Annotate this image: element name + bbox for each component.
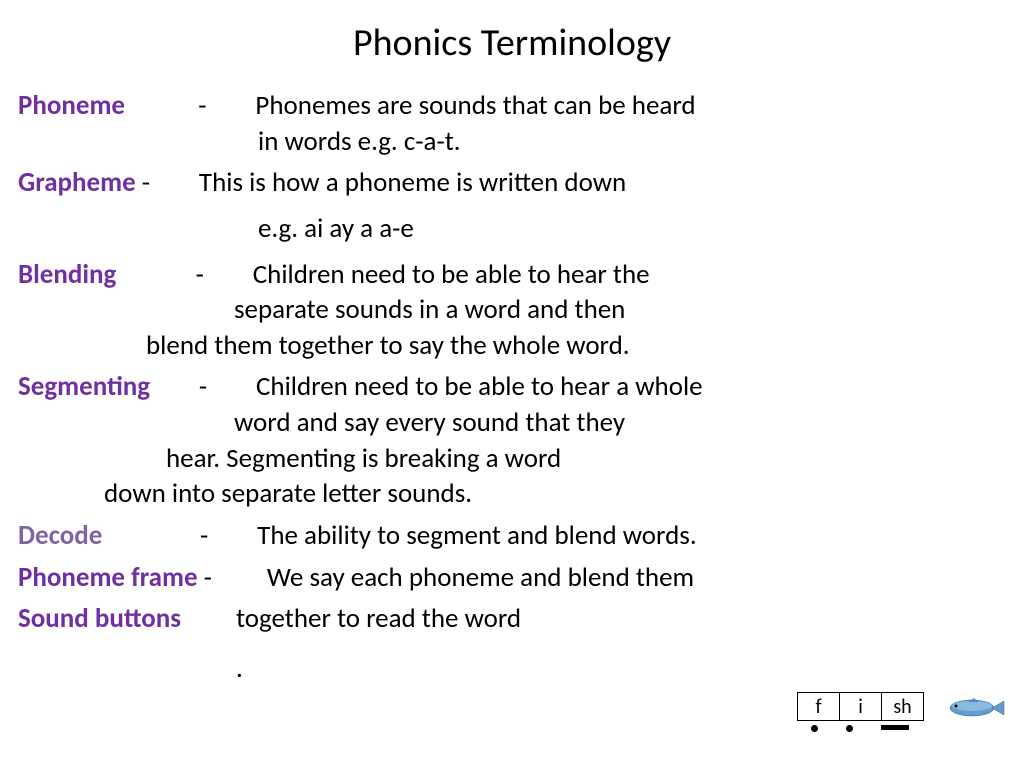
def-text: Children need to be able to hear a whole: [256, 370, 703, 403]
entry-blending: Blending - Children need to be able to h…: [18, 257, 1006, 364]
term-phoneme-frame: Phoneme frame: [18, 561, 198, 594]
def-text: Children need to be able to hear the: [253, 258, 650, 291]
entry-phoneme: Phoneme - Phonemes are sounds that can b…: [18, 88, 1006, 159]
def-text: down into separate letter sounds.: [18, 476, 1006, 512]
def-text: in words e.g. c-a-t.: [18, 124, 1006, 160]
terminology-content: Phoneme - Phonemes are sounds that can b…: [18, 88, 1006, 686]
entry-decode: Decode - The ability to segment and blen…: [18, 518, 1006, 554]
entry-grapheme: Grapheme - This is how a phoneme is writ…: [18, 165, 1006, 246]
dash: -: [198, 89, 206, 122]
sound-button-marks: [797, 725, 923, 732]
dash: -: [142, 166, 150, 199]
def-text: We say each phoneme and blend them: [267, 561, 694, 594]
def-text: e.g. ai ay a a-e: [18, 211, 1006, 247]
def-text: .: [18, 651, 1006, 687]
def-text: The ability to segment and blend words.: [257, 519, 696, 552]
dash: -: [204, 561, 212, 594]
term-segmenting: Segmenting: [18, 370, 150, 403]
page-title: Phonics Terminology: [18, 20, 1006, 66]
def-text: together to read the word: [236, 602, 521, 635]
frame-cell: i: [840, 693, 882, 721]
sound-dot: [846, 725, 853, 732]
entry-phoneme-frame: Phoneme frame - We say each phoneme and …: [18, 560, 1006, 596]
dash: -: [196, 258, 204, 291]
dash: -: [199, 370, 207, 403]
def-text: This is how a phoneme is written down: [199, 166, 626, 199]
phoneme-frame-table: f i sh: [797, 692, 924, 721]
frame-cell: f: [798, 693, 840, 721]
term-blending: Blending: [18, 258, 116, 291]
sound-dot: [811, 725, 818, 732]
def-text: separate sounds in a word and then: [18, 292, 1006, 328]
def-text: Phonemes are sounds that can be heard: [255, 89, 695, 122]
term-grapheme: Grapheme: [18, 166, 136, 199]
term-decode: Decode: [18, 519, 102, 552]
def-text: hear. Segmenting is breaking a word: [18, 441, 1006, 477]
term-sound-buttons: Sound buttons: [18, 602, 181, 635]
term-phoneme: Phoneme: [18, 89, 125, 122]
fish-icon: [944, 696, 1006, 720]
entry-segmenting: Segmenting - Children need to be able to…: [18, 369, 1006, 512]
entry-sound-buttons: Sound buttons together to read the word …: [18, 601, 1006, 686]
def-text: word and say every sound that they: [18, 405, 1006, 441]
frame-cell: sh: [882, 693, 924, 721]
phoneme-frame-diagram: f i sh: [797, 692, 924, 732]
sound-dash: [881, 725, 909, 730]
def-text: blend them together to say the whole wor…: [18, 328, 1006, 364]
